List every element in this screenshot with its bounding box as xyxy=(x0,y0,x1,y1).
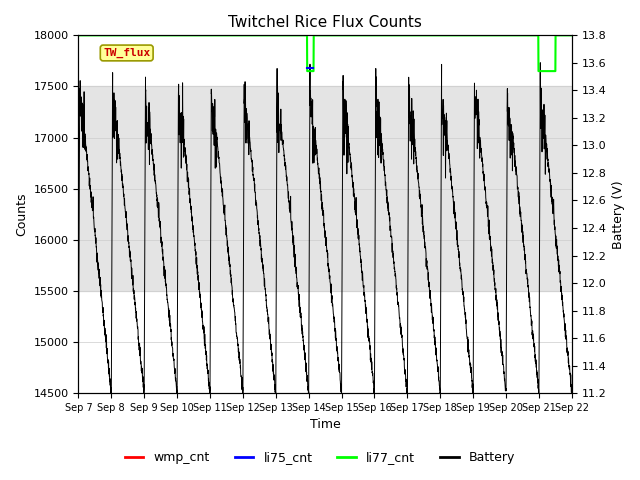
X-axis label: Time: Time xyxy=(310,419,340,432)
Y-axis label: Counts: Counts xyxy=(15,192,28,236)
Bar xyxy=(79,86,572,291)
Y-axis label: Battery (V): Battery (V) xyxy=(612,180,625,249)
Title: Twitchel Rice Flux Counts: Twitchel Rice Flux Counts xyxy=(228,15,422,30)
Text: TW_flux: TW_flux xyxy=(103,48,150,58)
Legend: wmp_cnt, li75_cnt, li77_cnt, Battery: wmp_cnt, li75_cnt, li77_cnt, Battery xyxy=(120,446,520,469)
